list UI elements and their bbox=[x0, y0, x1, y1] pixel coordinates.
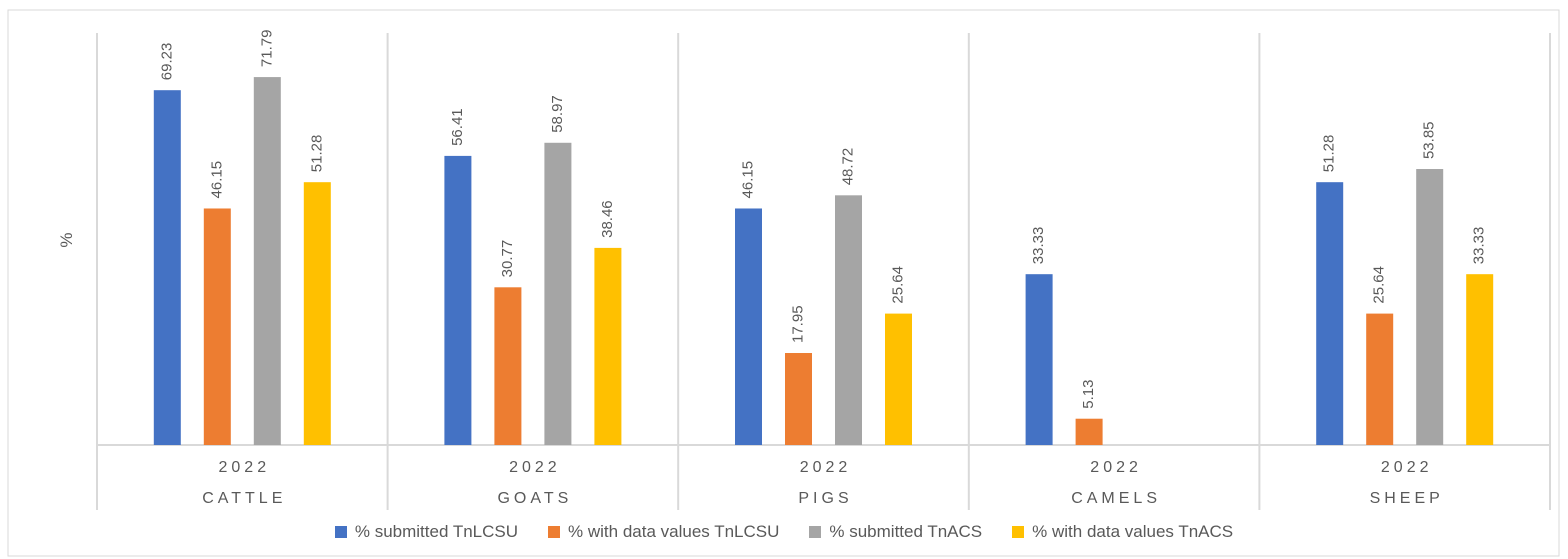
bar bbox=[1466, 274, 1494, 445]
data-label: 69.23 bbox=[158, 43, 175, 81]
data-label: 46.15 bbox=[208, 161, 225, 199]
data-label: 17.95 bbox=[789, 305, 806, 343]
bar bbox=[785, 353, 812, 445]
x-tick-label: 2022 bbox=[1090, 459, 1142, 476]
legend-label: % with data values TnLCSU bbox=[568, 522, 780, 541]
legend-item: % submitted TnACS bbox=[809, 522, 982, 542]
data-label: 38.46 bbox=[599, 200, 616, 238]
x-tick-label: 2022 bbox=[800, 459, 852, 476]
chart-border bbox=[7, 9, 1560, 557]
bar bbox=[203, 208, 231, 445]
data-label: 30.77 bbox=[499, 240, 516, 278]
bar bbox=[494, 287, 522, 445]
legend-swatch bbox=[334, 526, 347, 538]
data-label: 51.28 bbox=[308, 135, 325, 173]
x-tick-label: PIGS bbox=[798, 490, 852, 507]
data-label: 53.85 bbox=[1421, 121, 1438, 159]
bar bbox=[885, 313, 912, 445]
x-tick-label: CATTLE bbox=[202, 490, 286, 507]
bar bbox=[594, 247, 622, 445]
legend-swatch bbox=[1012, 526, 1025, 538]
bar bbox=[303, 182, 331, 445]
x-tick-label: GOATS bbox=[497, 490, 572, 507]
legend-item: % with data values TnACS bbox=[1012, 522, 1233, 542]
y-axis-label: % bbox=[57, 232, 76, 247]
legend-label: % with data values TnACS bbox=[1032, 522, 1234, 541]
data-label: 51.28 bbox=[1321, 135, 1338, 173]
bar bbox=[1416, 169, 1444, 446]
data-label: 33.33 bbox=[1471, 227, 1488, 265]
legend-label: % submitted TnACS bbox=[829, 522, 983, 541]
bar bbox=[835, 195, 862, 445]
bar bbox=[153, 90, 181, 445]
data-label: 25.64 bbox=[889, 266, 906, 304]
bar bbox=[1025, 274, 1053, 445]
data-label: 48.72 bbox=[839, 148, 856, 186]
data-label: 25.64 bbox=[1371, 266, 1388, 304]
data-label: 5.13 bbox=[1080, 380, 1097, 409]
legend-item: % submitted TnLCSU bbox=[334, 522, 519, 542]
bar bbox=[253, 77, 281, 446]
data-label: 46.15 bbox=[739, 161, 756, 199]
data-label: 58.97 bbox=[549, 95, 566, 133]
legend-label: % submitted TnLCSU bbox=[354, 522, 519, 541]
legend: % submitted TnLCSU % with data values TnL… bbox=[0, 522, 1568, 542]
x-tick-label: 2022 bbox=[509, 459, 561, 476]
x-tick-label: 2022 bbox=[219, 459, 271, 476]
bar bbox=[544, 142, 572, 445]
legend-item: % with data values TnLCSU bbox=[548, 522, 779, 542]
bar bbox=[1316, 182, 1344, 445]
bar bbox=[735, 208, 762, 445]
x-tick-label: SHEEP bbox=[1370, 490, 1444, 507]
legend-swatch bbox=[809, 526, 822, 538]
bar bbox=[1075, 418, 1103, 445]
data-label: 33.33 bbox=[1030, 227, 1047, 265]
data-label: 56.41 bbox=[449, 108, 466, 146]
x-tick-label: CAMELS bbox=[1071, 490, 1161, 507]
bar bbox=[1366, 313, 1394, 445]
bar bbox=[444, 155, 472, 445]
legend-swatch bbox=[548, 526, 561, 538]
data-label: 71.79 bbox=[258, 30, 275, 68]
x-tick-label: 2022 bbox=[1381, 459, 1433, 476]
